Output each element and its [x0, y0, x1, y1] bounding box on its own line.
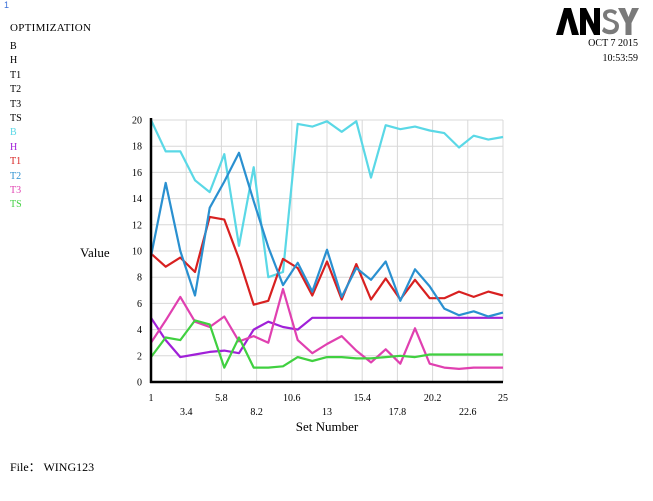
chart-series: [149, 119, 504, 370]
time-text: 10:53:59: [602, 53, 638, 64]
x-tick-label: 25: [498, 393, 508, 404]
y-tick-label: 12: [132, 220, 142, 231]
legend-series-t2: T2: [10, 170, 22, 182]
x-tick-label: 3.4: [180, 407, 193, 418]
ansys-logo: [556, 6, 642, 41]
series-line-ts: [150, 319, 503, 369]
x-tick-label: 10.6: [283, 393, 301, 404]
x-tick-label: 22.6: [459, 407, 477, 418]
y-tick-label: 6: [137, 299, 142, 310]
window-number: 1: [4, 0, 10, 10]
y-tick-label: 18: [132, 142, 142, 153]
x-tick-label: 8.2: [250, 407, 263, 418]
legend-series-t3: T3: [10, 184, 22, 196]
legend-name-ts: TS: [10, 112, 22, 124]
date-text: OCT 7 2015: [588, 38, 638, 49]
x-tick-label: 17.8: [389, 407, 407, 418]
page-title: OPTIMIZATION: [10, 22, 92, 34]
legend-name-h: H: [10, 55, 18, 67]
y-tick-label: 14: [132, 194, 142, 205]
x-tick-label: 15.4: [353, 393, 371, 404]
x-tick-label: 1: [149, 393, 154, 404]
ansys-logo-graphic: [556, 8, 639, 35]
y-tick-label: 2: [137, 351, 142, 362]
x-tick-label: 13: [322, 407, 332, 418]
y-axis-label: Value: [80, 245, 110, 260]
legend-name-b: B: [10, 41, 17, 52]
series-line-b: [150, 119, 504, 279]
x-tick-label: 5.8: [215, 393, 228, 404]
y-tick-label: 16: [132, 168, 142, 179]
legend-series-h: H: [10, 141, 18, 153]
x-axis-label: Set Number: [296, 419, 359, 434]
series-line-h: [150, 316, 503, 359]
legend-series-ts: TS: [10, 199, 22, 211]
x-tick-label: 20.2: [424, 393, 442, 404]
chart-tick-labels: 0 2 4 6 8 10 12 14 16 18 20 1 5.8 10.6 15.4 20.2 25 3.4 8.…: [132, 116, 508, 419]
legend-name-t3: T3: [10, 98, 22, 110]
legend-series-b: B: [10, 127, 17, 139]
legend: B H T1 T2 T3 TS B H T1 T2 T3 TS: [10, 40, 22, 213]
series-line-t2: [149, 151, 504, 318]
legend-name-t2: T2: [10, 84, 22, 96]
y-tick-label: 8: [137, 273, 142, 284]
file-label: File： WING123: [10, 460, 95, 474]
y-tick-label: 0: [137, 378, 142, 389]
series-line-t1: [150, 215, 504, 306]
y-tick-label: 20: [132, 116, 142, 127]
legend-series-t1: T1: [10, 156, 22, 168]
y-tick-label: 10: [132, 247, 142, 258]
chart-axes: [149, 118, 503, 384]
y-tick-label: 4: [137, 325, 142, 336]
legend-name-t1: T1: [10, 69, 22, 81]
